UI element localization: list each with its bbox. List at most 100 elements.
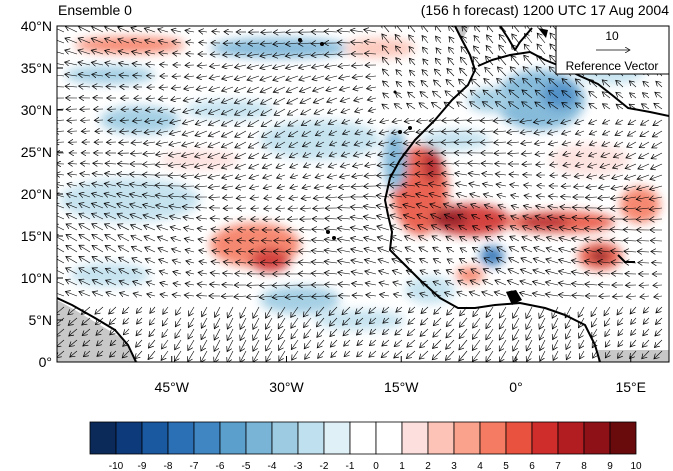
- wind-vector: [364, 248, 377, 252]
- wind-vector: [277, 186, 286, 188]
- wind-vector: [612, 175, 624, 179]
- wind-vector: [408, 26, 416, 33]
- wind-vector: [315, 131, 325, 136]
- wind-vector: [195, 164, 208, 167]
- wind-vector: [572, 238, 585, 241]
- wind-vector: [454, 120, 468, 121]
- wind-vector: [380, 120, 390, 122]
- wind-vector: [350, 227, 364, 230]
- wind-vector: [285, 262, 299, 263]
- wind-vector: [521, 142, 533, 144]
- wind-vector: [184, 238, 195, 241]
- wind-vector: [638, 163, 650, 169]
- wind-vector: [299, 240, 312, 241]
- y-tick-label: 40°N: [21, 18, 52, 34]
- wind-vector: [143, 164, 156, 165]
- wind-vector: [522, 226, 533, 230]
- wind-vector: [182, 120, 195, 124]
- wind-vector: [312, 65, 325, 68]
- wind-vector: [328, 164, 338, 167]
- wind-vector: [610, 229, 624, 230]
- wind-vector: [337, 261, 351, 263]
- wind-vector: [143, 205, 156, 209]
- wind-vector: [144, 225, 156, 231]
- wind-vector: [260, 54, 273, 56]
- wind-vector: [57, 27, 65, 33]
- colorbar-swatch: [349, 421, 377, 455]
- wind-vector: [546, 259, 559, 263]
- wind-vector: [639, 152, 650, 158]
- wind-vector: [209, 197, 221, 198]
- wind-vector: [367, 87, 377, 89]
- wind-vector: [260, 65, 273, 68]
- wind-vector: [78, 74, 91, 76]
- wind-vector: [132, 131, 143, 132]
- wind-vector: [473, 237, 481, 241]
- wind-vector: [248, 262, 260, 263]
- wind-vector: [78, 62, 91, 65]
- wind-vector: [483, 269, 494, 275]
- wind-vector: [197, 228, 208, 230]
- wind-vector: [339, 87, 351, 90]
- wind-vector: [418, 225, 429, 231]
- wind-vector: [158, 41, 169, 43]
- wind-vector: [66, 268, 78, 275]
- wind-vector: [611, 186, 624, 189]
- colorbar-label: 6: [529, 461, 535, 471]
- wind-vector: [145, 52, 156, 54]
- wind-vector: [184, 228, 195, 231]
- wind-vector: [535, 226, 546, 230]
- wind-vector: [196, 207, 208, 208]
- wind-vector: [534, 142, 546, 144]
- wind-vector: [597, 250, 611, 252]
- wind-vector: [275, 119, 286, 126]
- wind-vector: [589, 91, 598, 99]
- wind-vector: [315, 119, 325, 125]
- wind-vector: [404, 120, 416, 122]
- wind-vector: [574, 175, 585, 177]
- wind-vector: [481, 163, 494, 164]
- wind-vector: [496, 258, 507, 264]
- wind-vector: [262, 152, 273, 158]
- wind-vector: [260, 263, 273, 264]
- wind-vector: [173, 283, 182, 285]
- wind-vector: [288, 208, 299, 209]
- colorbar-label: 0: [373, 461, 379, 471]
- wind-vector: [472, 226, 481, 230]
- wind-vector: [365, 271, 377, 274]
- wind-vector: [143, 215, 156, 219]
- wind-vector: [470, 194, 481, 197]
- wind-vector: [298, 43, 312, 44]
- wind-vector: [57, 184, 65, 186]
- wind-vector: [584, 228, 598, 230]
- wind-vector: [222, 197, 234, 198]
- colorbar-label: 2: [425, 461, 431, 471]
- wind-vector: [537, 44, 546, 55]
- wind-vector: [468, 173, 481, 175]
- wind-vector: [65, 50, 78, 54]
- wind-vector: [131, 247, 143, 253]
- wind-vector: [533, 258, 546, 264]
- wind-vector: [354, 98, 364, 101]
- wind-vector: [623, 240, 637, 241]
- wind-vector: [221, 164, 234, 168]
- wind-vector: [508, 153, 520, 154]
- wind-vector: [419, 103, 429, 110]
- wind-vector: [563, 164, 572, 166]
- wind-vector: [105, 63, 117, 66]
- wind-vector: [523, 67, 533, 77]
- wind-vector: [418, 236, 429, 242]
- wind-vector: [350, 30, 364, 32]
- wind-vector: [247, 76, 260, 80]
- wind-vector: [104, 193, 117, 197]
- wind-vector: [512, 26, 520, 33]
- wind-vector: [65, 62, 78, 65]
- wind-vector: [273, 54, 286, 56]
- wind-vector: [497, 67, 507, 77]
- wind-vector: [117, 194, 130, 197]
- wind-vector: [404, 225, 416, 231]
- wind-vector: [603, 120, 611, 124]
- wind-vector: [272, 285, 286, 286]
- wind-vectors: [57, 26, 663, 362]
- wind-vector: [186, 261, 195, 263]
